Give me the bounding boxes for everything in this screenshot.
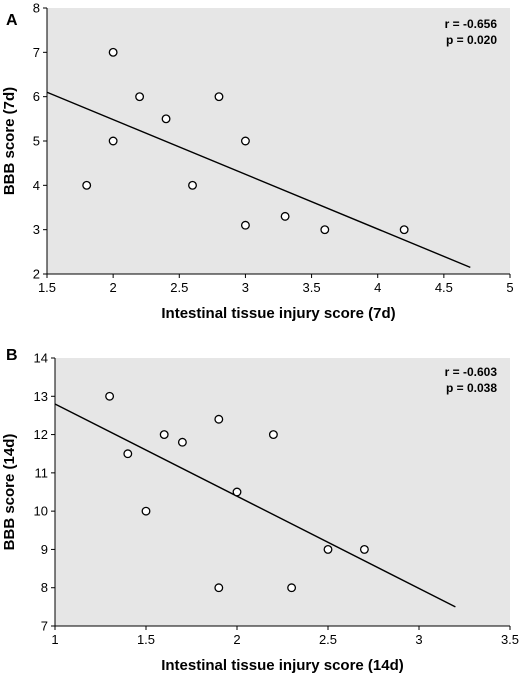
data-point bbox=[232, 487, 242, 497]
p-value: p = 0.020 bbox=[446, 33, 497, 47]
x-tick-label: 4 bbox=[374, 280, 381, 295]
y-tick-label: 5 bbox=[33, 134, 40, 149]
x-tick-label: 1.5 bbox=[137, 632, 155, 647]
p-value: p = 0.038 bbox=[446, 381, 497, 395]
x-tick-label: 2 bbox=[233, 632, 240, 647]
x-axis-title: Intestinal tissue injury score (7d) bbox=[161, 305, 395, 322]
x-tick-label: 2.5 bbox=[170, 280, 188, 295]
x-tick-label: 3 bbox=[415, 632, 422, 647]
plot-area bbox=[55, 358, 510, 626]
data-point bbox=[214, 92, 224, 102]
panel-b: 1 1.5 2 2.5 3 3.5 7 8 9 10 11 12 13 14 r = -0.603 p = 0… bbox=[1, 347, 519, 674]
y-tick-label: 7 bbox=[33, 45, 40, 60]
data-point bbox=[161, 114, 171, 124]
data-point bbox=[240, 220, 250, 230]
data-point bbox=[123, 449, 133, 459]
y-tick-label: 6 bbox=[33, 89, 40, 104]
data-point bbox=[359, 544, 369, 554]
y-axis-title: BBB score (14d) bbox=[1, 434, 18, 551]
data-point bbox=[280, 211, 290, 221]
y-tick-label: 14 bbox=[34, 351, 48, 366]
x-tick-label: 3 bbox=[242, 280, 249, 295]
regression-line bbox=[46, 91, 471, 268]
data-point bbox=[214, 414, 224, 424]
y-tick-label: 12 bbox=[34, 427, 48, 442]
x-tick-label: 4.5 bbox=[435, 280, 453, 295]
x-tick-label: 1 bbox=[51, 632, 58, 647]
data-point bbox=[188, 180, 197, 190]
x-axis-title: Intestinal tissue injury score (14d) bbox=[161, 657, 404, 674]
data-point bbox=[105, 391, 115, 401]
data-point bbox=[159, 430, 169, 440]
y-tick-label: 4 bbox=[33, 178, 40, 193]
data-point bbox=[268, 430, 278, 440]
x-tick-label: 3.5 bbox=[501, 632, 519, 647]
y-axis-title: BBB score (7d) bbox=[1, 87, 18, 195]
x-tick-label: 2 bbox=[110, 280, 117, 295]
plot-area bbox=[47, 8, 510, 274]
correlation-r: r = -0.603 bbox=[445, 365, 498, 379]
data-point bbox=[240, 136, 250, 146]
panel-letter: A bbox=[6, 12, 18, 29]
data-point bbox=[108, 47, 118, 57]
panel-letter: B bbox=[6, 347, 18, 364]
y-tick-label: 2 bbox=[33, 267, 40, 282]
regression-line bbox=[54, 403, 456, 608]
y-tick-label: 13 bbox=[34, 389, 48, 404]
y-tick-label: 8 bbox=[41, 580, 48, 595]
data-point bbox=[287, 583, 297, 593]
data-point bbox=[108, 136, 118, 146]
x-tick-label: 3.5 bbox=[303, 280, 321, 295]
data-point bbox=[82, 180, 92, 190]
x-tick-label: 2.5 bbox=[319, 632, 337, 647]
y-tick-label: 10 bbox=[34, 504, 48, 519]
y-tick-label: 11 bbox=[35, 465, 49, 480]
correlation-r: r = -0.656 bbox=[445, 17, 498, 31]
data-point bbox=[214, 583, 224, 593]
x-tick-label: 5 bbox=[506, 280, 513, 295]
data-point bbox=[323, 544, 333, 554]
data-point bbox=[135, 92, 145, 102]
y-tick-label: 3 bbox=[33, 222, 40, 237]
y-tick-label: 7 bbox=[41, 619, 48, 634]
x-tick-label: 1.5 bbox=[38, 280, 56, 295]
data-point bbox=[399, 225, 409, 235]
data-point bbox=[141, 506, 151, 516]
y-tick-label: 8 bbox=[33, 1, 40, 16]
y-tick-label: 9 bbox=[41, 542, 48, 557]
data-point bbox=[177, 437, 187, 447]
data-point bbox=[320, 225, 330, 235]
